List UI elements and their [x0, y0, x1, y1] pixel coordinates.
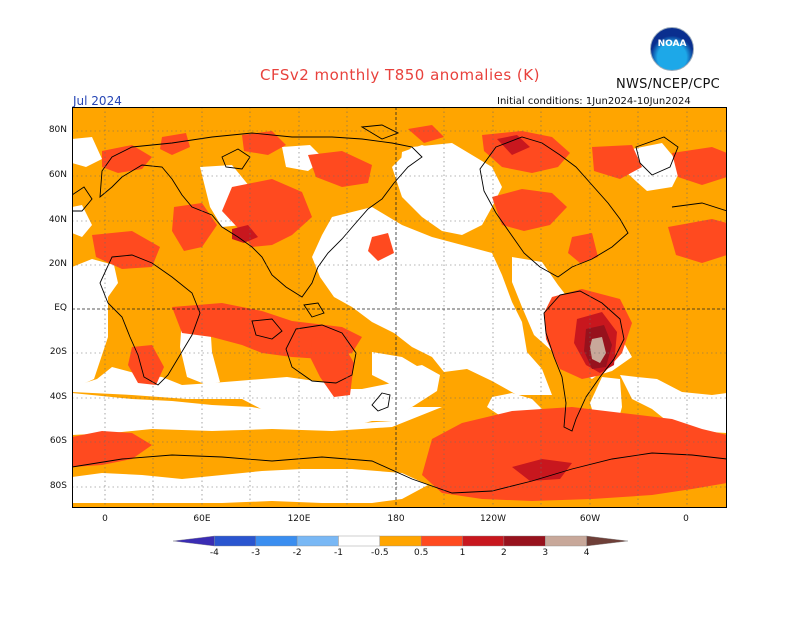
map-frame	[72, 107, 727, 508]
lat-label: 80S	[49, 481, 67, 491]
lat-label: 60N	[48, 170, 67, 180]
lat-label: 60S	[49, 436, 67, 446]
colorbar-cell	[379, 535, 422, 547]
noaa-logo-text: NOAA	[657, 39, 687, 49]
colorbar-label: -0.5	[371, 548, 389, 558]
initial-conditions: Initial conditions: 1Jun2024-10Jun2024	[497, 96, 691, 107]
lat-label: 80N	[48, 125, 67, 135]
lon-label: 180	[387, 514, 405, 524]
lon-label: 0	[102, 514, 108, 524]
lon-label: 0	[683, 514, 689, 524]
colorbar-cell	[420, 535, 463, 547]
colorbar-label: 1	[459, 548, 466, 558]
lon-label: 120E	[287, 514, 311, 524]
anomaly-map	[72, 107, 727, 508]
colorbar-cell	[338, 535, 381, 547]
colorbar-label: 0.5	[414, 548, 429, 558]
colorbar-cell	[545, 535, 587, 547]
colorbar-cell	[173, 535, 215, 547]
colorbar-label: -4	[209, 548, 219, 558]
lon-label: 60E	[193, 514, 211, 524]
lat-label: 40S	[49, 392, 67, 402]
coastlines	[72, 124, 727, 494]
lat-label: 20S	[49, 347, 67, 357]
colorbar-cell	[296, 535, 339, 547]
lon-label: 60W	[579, 514, 601, 524]
chart-title: CFSv2 monthly T850 anomalies (K)	[260, 66, 540, 84]
lat-label: 40N	[48, 215, 67, 225]
colorbar-cell	[586, 535, 628, 547]
colorbar-cell	[255, 535, 298, 547]
forecast-month: Jul 2024	[73, 94, 122, 108]
anomaly-1k-regions	[72, 125, 727, 501]
noaa-logo: NOAA	[650, 27, 694, 71]
colorbar	[173, 535, 628, 547]
colorbar-label: -2	[292, 548, 302, 558]
lat-label: EQ	[54, 303, 67, 313]
agency-label: NWS/NCEP/CPC	[616, 77, 721, 92]
colorbar-label: 4	[583, 548, 590, 558]
colorbar-cell	[462, 535, 505, 547]
graticule	[72, 107, 727, 508]
colorbar-label: 3	[542, 548, 549, 558]
colorbar-cell	[214, 535, 256, 547]
lat-label: 20N	[48, 259, 67, 269]
colorbar-label: -1	[333, 548, 343, 558]
colorbar-label: -3	[251, 548, 261, 558]
anomaly-4k-region	[590, 337, 606, 363]
colorbar-label: 2	[501, 548, 507, 558]
colorbar-cell	[503, 535, 546, 547]
lon-label: 120W	[479, 514, 507, 524]
reference-lines	[72, 107, 727, 508]
